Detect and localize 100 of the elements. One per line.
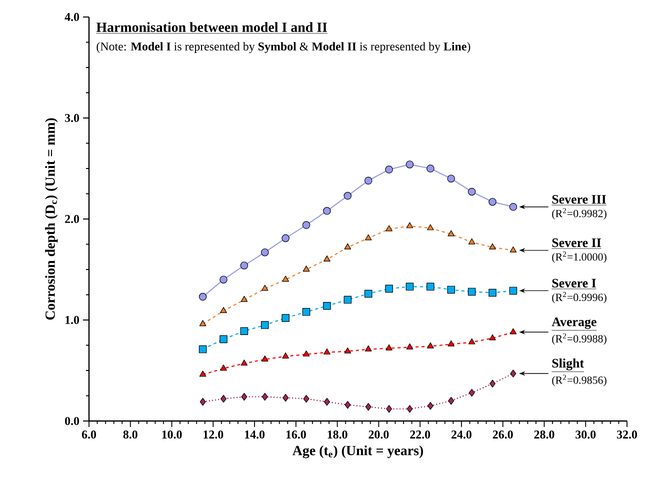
- x-tick-label: 6.0: [82, 430, 96, 439]
- point: [488, 198, 496, 206]
- y-tick-label: 0.0: [65, 416, 80, 426]
- x-tick-label: 18.0: [328, 430, 348, 439]
- point: [344, 347, 352, 354]
- point: [468, 238, 476, 244]
- point: [468, 188, 476, 196]
- point: [302, 266, 310, 272]
- point: [261, 248, 269, 256]
- x-tick-label: 32.0: [616, 430, 638, 439]
- point: [406, 343, 414, 350]
- point: [282, 276, 289, 282]
- point: [220, 394, 226, 403]
- point: [323, 207, 331, 215]
- point: [282, 234, 290, 242]
- point: [386, 225, 392, 232]
- legend-label: Severe II: [552, 238, 601, 248]
- point: [324, 348, 330, 354]
- point: [385, 284, 393, 293]
- point: [344, 400, 351, 409]
- point: [323, 302, 331, 310]
- point: [364, 234, 372, 240]
- point: [324, 256, 330, 262]
- point: [427, 402, 434, 410]
- point: [509, 202, 518, 211]
- point: [344, 192, 352, 200]
- point: [302, 221, 310, 229]
- legend-label: Severe III: [552, 194, 606, 204]
- y-tick-label: 2.0: [65, 214, 80, 224]
- point: [489, 334, 496, 340]
- point: [240, 296, 248, 302]
- point: [468, 338, 476, 344]
- point: [324, 398, 330, 406]
- point: [386, 404, 392, 413]
- point: [240, 360, 248, 366]
- x-tick-label: 28.0: [534, 430, 554, 439]
- x-tick-label: 12.0: [204, 430, 224, 439]
- point: [302, 350, 310, 356]
- annotation: (R$^{2}$=0.9996): [552, 292, 606, 304]
- point: [510, 370, 516, 378]
- point: [488, 288, 496, 297]
- x-tick-label: 16.0: [286, 430, 306, 439]
- point: [468, 388, 475, 397]
- point: [220, 307, 227, 314]
- point: [240, 262, 248, 270]
- point: [199, 320, 206, 326]
- point: [468, 288, 476, 296]
- point: [240, 327, 248, 335]
- point: [198, 345, 207, 354]
- y-axis-title: Corrosion depth (D$_{c}$) (Unit = mm): [45, 118, 58, 320]
- point: [406, 282, 414, 291]
- point: [490, 380, 496, 388]
- point: [241, 392, 248, 401]
- point: [406, 222, 414, 228]
- point: [448, 340, 455, 346]
- point: [447, 286, 456, 294]
- point: [220, 276, 228, 284]
- point: [365, 402, 372, 411]
- point: [426, 282, 434, 291]
- point: [447, 174, 456, 182]
- point: [510, 328, 517, 334]
- point: [364, 290, 372, 298]
- text: (Note: Model I is represented by Symbol & Model II is represented by Line): [96, 42, 470, 53]
- point: [302, 308, 310, 316]
- x-tick-label: 22.0: [410, 430, 430, 439]
- point: [406, 404, 413, 413]
- point: [220, 364, 227, 371]
- point: [198, 292, 207, 301]
- annotation: (R$^{2}$=0.9982): [552, 208, 606, 220]
- point: [427, 224, 434, 230]
- x-tick-label: 10.0: [162, 430, 182, 439]
- point: [344, 243, 352, 250]
- point: [448, 230, 455, 236]
- y-tick-label: 4.0: [64, 12, 80, 22]
- x-tick-label: 8.0: [123, 430, 138, 439]
- point: [427, 342, 434, 348]
- point: [303, 394, 310, 403]
- legend-label: Severe I: [552, 278, 596, 288]
- point: [282, 394, 289, 402]
- x-tick-label: 26.0: [492, 430, 513, 439]
- text: Slight: [552, 358, 584, 370]
- x-axis-title: Age (t$_{e}$) (Unit = years): [292, 445, 424, 458]
- point: [426, 164, 434, 172]
- point: [344, 296, 352, 304]
- point: [282, 352, 289, 358]
- point: [262, 392, 268, 401]
- point: [509, 286, 518, 295]
- point: [364, 345, 372, 352]
- point: [489, 243, 496, 250]
- legend-label: Average: [552, 318, 596, 329]
- x-tick-label: 14.0: [245, 430, 265, 439]
- x-tick-label: 24.0: [452, 430, 472, 439]
- point: [406, 160, 414, 168]
- point: [448, 396, 454, 405]
- annotation: (R$^{2}$=1.0000): [552, 252, 606, 263]
- chart-title: Harmonisation between model I and II: [96, 22, 328, 32]
- x-tick-label: 20.0: [368, 430, 389, 439]
- annotation: (R$^{2}$=0.9856): [552, 374, 606, 386]
- point: [364, 176, 372, 185]
- y-tick-label: 1.0: [66, 316, 80, 324]
